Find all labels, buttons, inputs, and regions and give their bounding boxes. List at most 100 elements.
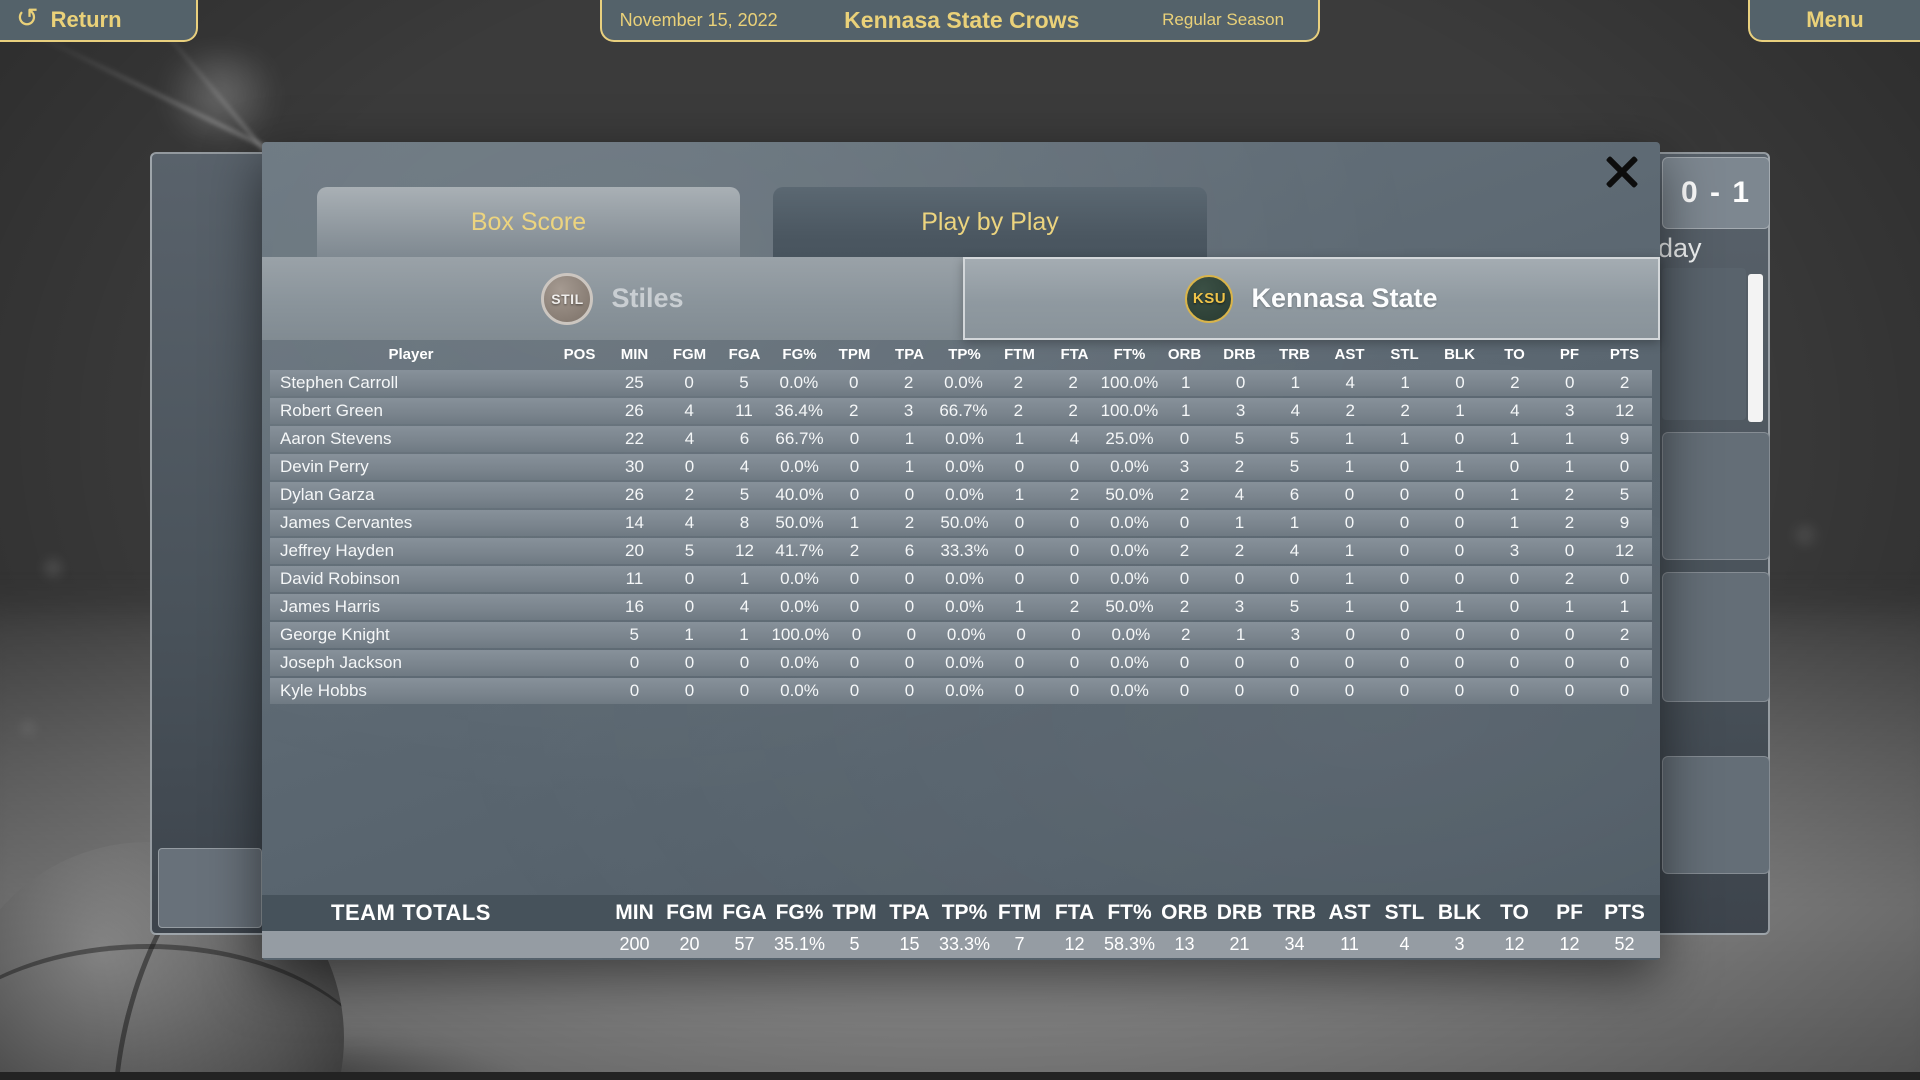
- stat-cell: 0: [904, 485, 915, 504]
- stat-cell: 0: [1344, 681, 1355, 700]
- stat-cell: 0.0%: [945, 597, 984, 616]
- stat-cell: 2: [1179, 485, 1190, 504]
- stat-cell: 1: [1509, 485, 1520, 504]
- stat-cell: 0.0%: [780, 681, 819, 700]
- column-header: FTM: [997, 901, 1042, 924]
- stat-cell: 0: [1069, 653, 1080, 672]
- total-stat-cell: 15: [899, 934, 920, 954]
- column-header: FGA: [722, 901, 767, 924]
- stat-cell: 0: [1455, 373, 1465, 392]
- stat-cell: 2: [1564, 513, 1575, 532]
- background-list-item: [1662, 432, 1770, 560]
- stat-cell: 2: [1619, 373, 1630, 392]
- stat-cell: 0: [1619, 457, 1630, 476]
- stat-cell: 20: [625, 541, 644, 560]
- player-name: Devin Perry: [280, 457, 369, 476]
- stat-cell: 9: [1619, 513, 1630, 532]
- tab-play-by-play[interactable]: Play by Play: [773, 187, 1207, 257]
- stat-cell: 1: [1290, 373, 1301, 392]
- stat-cell: 40.0%: [775, 485, 824, 504]
- stat-cell: 0: [629, 653, 640, 672]
- column-header: FTM: [1004, 346, 1035, 363]
- stiles-team-name: Stiles: [611, 283, 684, 313]
- column-header: AST: [1334, 346, 1365, 363]
- table-row: Kyle Hobbs 0 0 0 0.0% 0 0 0.0% 0 0 0.0% 0 0 0 0 0 0 0 0 0: [270, 678, 1652, 704]
- team-record-badge: 0 - 1: [1662, 157, 1770, 229]
- player-name: Stephen Carroll: [280, 373, 399, 392]
- stat-cell: 4: [1510, 401, 1520, 420]
- stat-cell: 0: [851, 625, 862, 644]
- stat-cell: 0: [1454, 653, 1465, 672]
- scrollbar[interactable]: [1748, 274, 1763, 422]
- stat-cell: 6: [904, 541, 915, 560]
- column-header: BLK: [1437, 901, 1482, 924]
- column-header: DRB: [1223, 346, 1256, 363]
- column-header: TPM: [832, 901, 877, 924]
- team-selector-kennasa-state[interactable]: KSU Kennasa State: [963, 257, 1660, 340]
- stat-cell: 1: [1180, 401, 1191, 420]
- stat-cell: 0: [1454, 681, 1465, 700]
- return-button-label: Return: [50, 7, 122, 32]
- stat-cell: 0.0%: [945, 429, 984, 448]
- stat-cell: 0.0%: [780, 597, 819, 616]
- stat-cell: 50.0%: [775, 513, 824, 532]
- stat-cell: 2: [904, 513, 915, 532]
- stat-cell: [552, 510, 607, 536]
- stat-cell: 0: [1344, 485, 1355, 504]
- stat-cell: 2: [1068, 373, 1078, 392]
- stat-cell: 0: [1454, 569, 1465, 588]
- stat-cell: 4: [684, 513, 695, 532]
- stat-cell: 0: [1454, 513, 1465, 532]
- column-header: FG%: [782, 346, 817, 363]
- close-button[interactable]: [1600, 150, 1644, 194]
- total-stat-cell: 21: [1229, 934, 1250, 954]
- stat-cell: 0: [1014, 569, 1025, 588]
- stiles-team-badge-icon: STIL: [541, 272, 594, 325]
- kennasa-state-team-badge-icon: KSU: [1185, 274, 1234, 323]
- total-stat-cell: 11: [1340, 934, 1359, 954]
- stat-cell: 6: [739, 429, 750, 448]
- stat-cell: 2: [1619, 625, 1630, 644]
- stat-cell: 0: [1179, 513, 1190, 532]
- stat-cell: 11: [735, 401, 753, 420]
- stat-cell: 0: [739, 653, 750, 672]
- team-selector-stiles[interactable]: STIL Stiles: [262, 257, 963, 340]
- stat-cell: 0: [684, 569, 695, 588]
- stat-cell: 100.0%: [771, 625, 830, 644]
- stat-cell: 3: [1234, 597, 1245, 616]
- stat-cell: 12: [735, 541, 754, 560]
- column-header: Player: [388, 346, 434, 363]
- return-button[interactable]: ↺ Return: [0, 0, 198, 42]
- stat-cell: 0.0%: [1110, 681, 1149, 700]
- box-score-header: Player POS MIN FGM FGA FG% TPM TPA TP% FTM FTA FT% O…: [270, 343, 1652, 367]
- stat-cell: 0: [904, 681, 915, 700]
- tab-box-score[interactable]: Box Score: [317, 187, 740, 257]
- stat-cell: 0: [1564, 681, 1575, 700]
- stat-cell: 0.0%: [1110, 541, 1149, 560]
- stat-cell: 2: [1069, 597, 1080, 616]
- column-header: TP%: [948, 346, 981, 363]
- menu-button[interactable]: Menu: [1748, 0, 1920, 42]
- stat-cell: 0: [1344, 653, 1355, 672]
- stat-cell: 3: [1235, 401, 1246, 420]
- background-list-item: [1662, 572, 1770, 702]
- total-stat-cell: 35.1%: [773, 934, 826, 954]
- stat-cell: 0: [1289, 681, 1300, 700]
- stat-cell: 2: [1179, 541, 1190, 560]
- spotlight-glow: [150, 50, 290, 140]
- stat-cell: 0: [1069, 513, 1080, 532]
- total-stat-cell: 5: [849, 934, 860, 954]
- top-info-bar: November 15, 2022 Kennasa State Crows Re…: [600, 0, 1320, 42]
- stat-cell: 0: [1016, 625, 1026, 644]
- bokeh-light: [18, 718, 38, 738]
- stat-cell: 5: [629, 625, 640, 644]
- stat-cell: 0: [1509, 681, 1520, 700]
- column-header: FTA: [1060, 346, 1089, 363]
- column-header: FT%: [1107, 901, 1152, 924]
- stat-cell: 3: [1509, 541, 1520, 560]
- stat-cell: 1: [1014, 597, 1025, 616]
- stat-cell: 0: [1509, 457, 1520, 476]
- stat-cell: 0: [1454, 485, 1465, 504]
- stat-cell: 0: [1235, 373, 1246, 392]
- stat-cell: 0: [684, 373, 694, 392]
